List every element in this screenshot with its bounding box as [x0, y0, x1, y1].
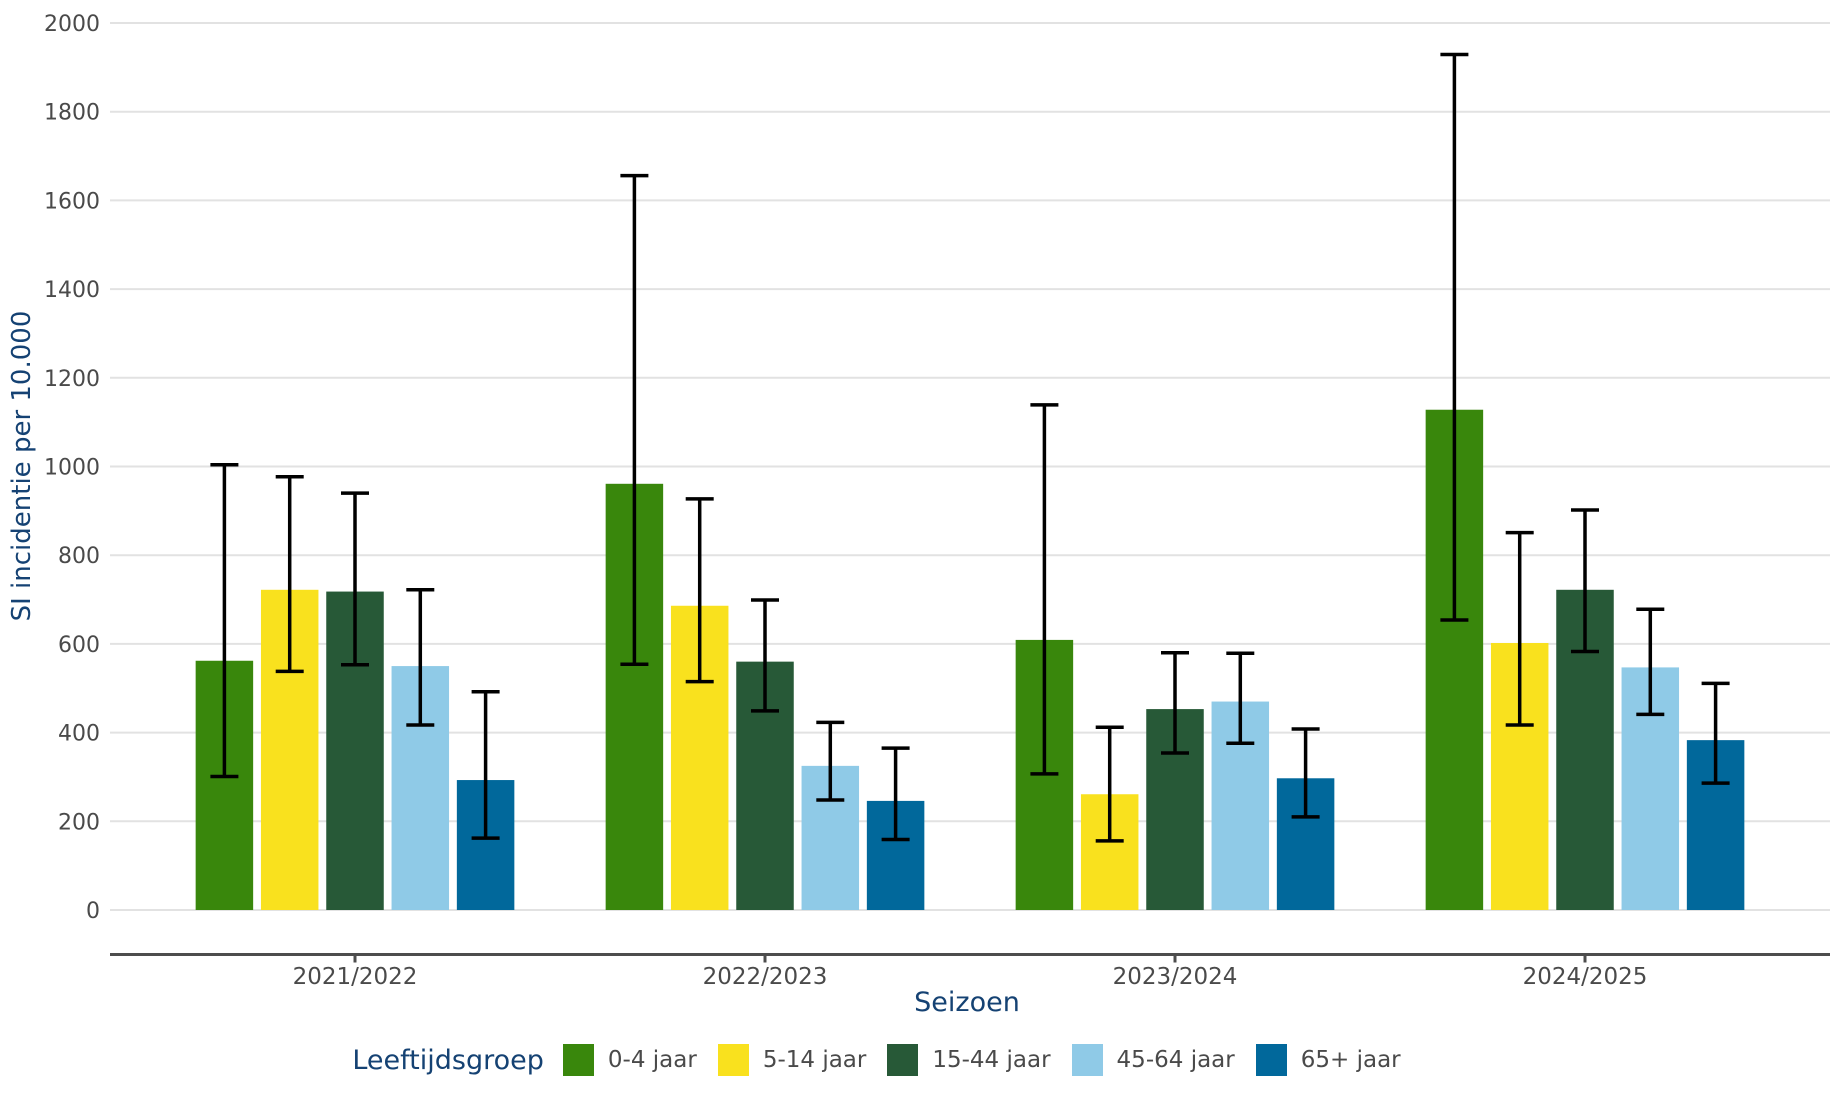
x-axis-ticks: [353, 954, 1587, 963]
legend-title: Leeftijdsgroep: [352, 1044, 544, 1076]
y-tick-label: 2000: [44, 12, 100, 37]
legend-item-label: 65+ jaar: [1300, 1047, 1401, 1073]
x-axis-title: Seizoen: [914, 987, 1020, 1018]
y-tick-label: 1400: [44, 278, 100, 303]
error-bar: [816, 720, 845, 802]
legend-swatch: [1071, 1044, 1103, 1076]
error-bar: [1030, 403, 1059, 776]
error-bar: [685, 497, 714, 684]
legend-item-label: 45-64 jaar: [1116, 1047, 1235, 1073]
legend-item: 45-64 jaar: [1071, 1044, 1235, 1076]
y-tick-label: 1200: [44, 367, 100, 392]
legend-item: 5-14 jaar: [717, 1044, 867, 1076]
bar-series: [195, 409, 1745, 910]
y-tick-label: 1000: [44, 456, 100, 481]
y-tick-label: 400: [58, 722, 100, 747]
y-tick-label: 800: [58, 544, 100, 569]
legend-item: 15-44 jaar: [887, 1044, 1051, 1076]
x-tick-label: 2024/2025: [1523, 964, 1648, 990]
legend-item: 0-4 jaar: [562, 1044, 697, 1076]
legend-item: 65+ jaar: [1255, 1044, 1401, 1076]
error-bar: [1095, 725, 1124, 843]
y-tick-label: 200: [58, 810, 100, 835]
error-bar: [1636, 607, 1665, 717]
y-tick-label: 1800: [44, 101, 100, 126]
error-bar: [1226, 651, 1255, 745]
legend-swatch: [887, 1044, 919, 1076]
x-tick-label: 2022/2023: [703, 964, 828, 990]
error-bar: [751, 598, 779, 713]
error-bar: [341, 491, 369, 667]
x-axis-tick-labels: 2021/2022 2022/2023 2023/2024 2024/2025: [293, 964, 1648, 990]
error-bar: [1291, 727, 1320, 819]
error-bar: [275, 474, 304, 674]
error-bars: [210, 52, 1730, 843]
error-bar: [1440, 52, 1469, 622]
error-bar: [1505, 530, 1534, 727]
error-bar: [881, 746, 910, 842]
y-axis-tick-labels: 0 200 400 600 800 1000 1200 1400 1600 1800 2000: [44, 12, 100, 924]
error-bar: [210, 462, 239, 779]
y-axis-title: SI incidentie per 10.000: [7, 311, 37, 622]
error-bar: [471, 690, 500, 840]
legend-item-label: 0-4 jaar: [607, 1047, 697, 1073]
y-tick-label: 1600: [44, 189, 100, 214]
y-tick-label: 600: [58, 633, 100, 658]
x-tick-label: 2023/2024: [1113, 964, 1238, 990]
legend-swatch: [717, 1044, 749, 1076]
error-bar: [1571, 508, 1599, 654]
y-tick-label: 0: [86, 899, 100, 924]
error-bar: [1701, 681, 1730, 785]
legend-swatch: [562, 1044, 594, 1076]
error-bar: [620, 173, 649, 667]
legend-swatch: [1255, 1044, 1287, 1076]
legend-item-label: 5-14 jaar: [762, 1047, 867, 1073]
error-bar: [406, 588, 435, 727]
x-tick-label: 2021/2022: [293, 964, 418, 990]
error-bar: [1161, 651, 1189, 755]
legend: Leeftijdsgroep 0-4 jaar 5-14 jaar 15-44 ja…: [0, 1044, 1843, 1076]
legend-item-label: 15-44 jaar: [932, 1047, 1051, 1073]
